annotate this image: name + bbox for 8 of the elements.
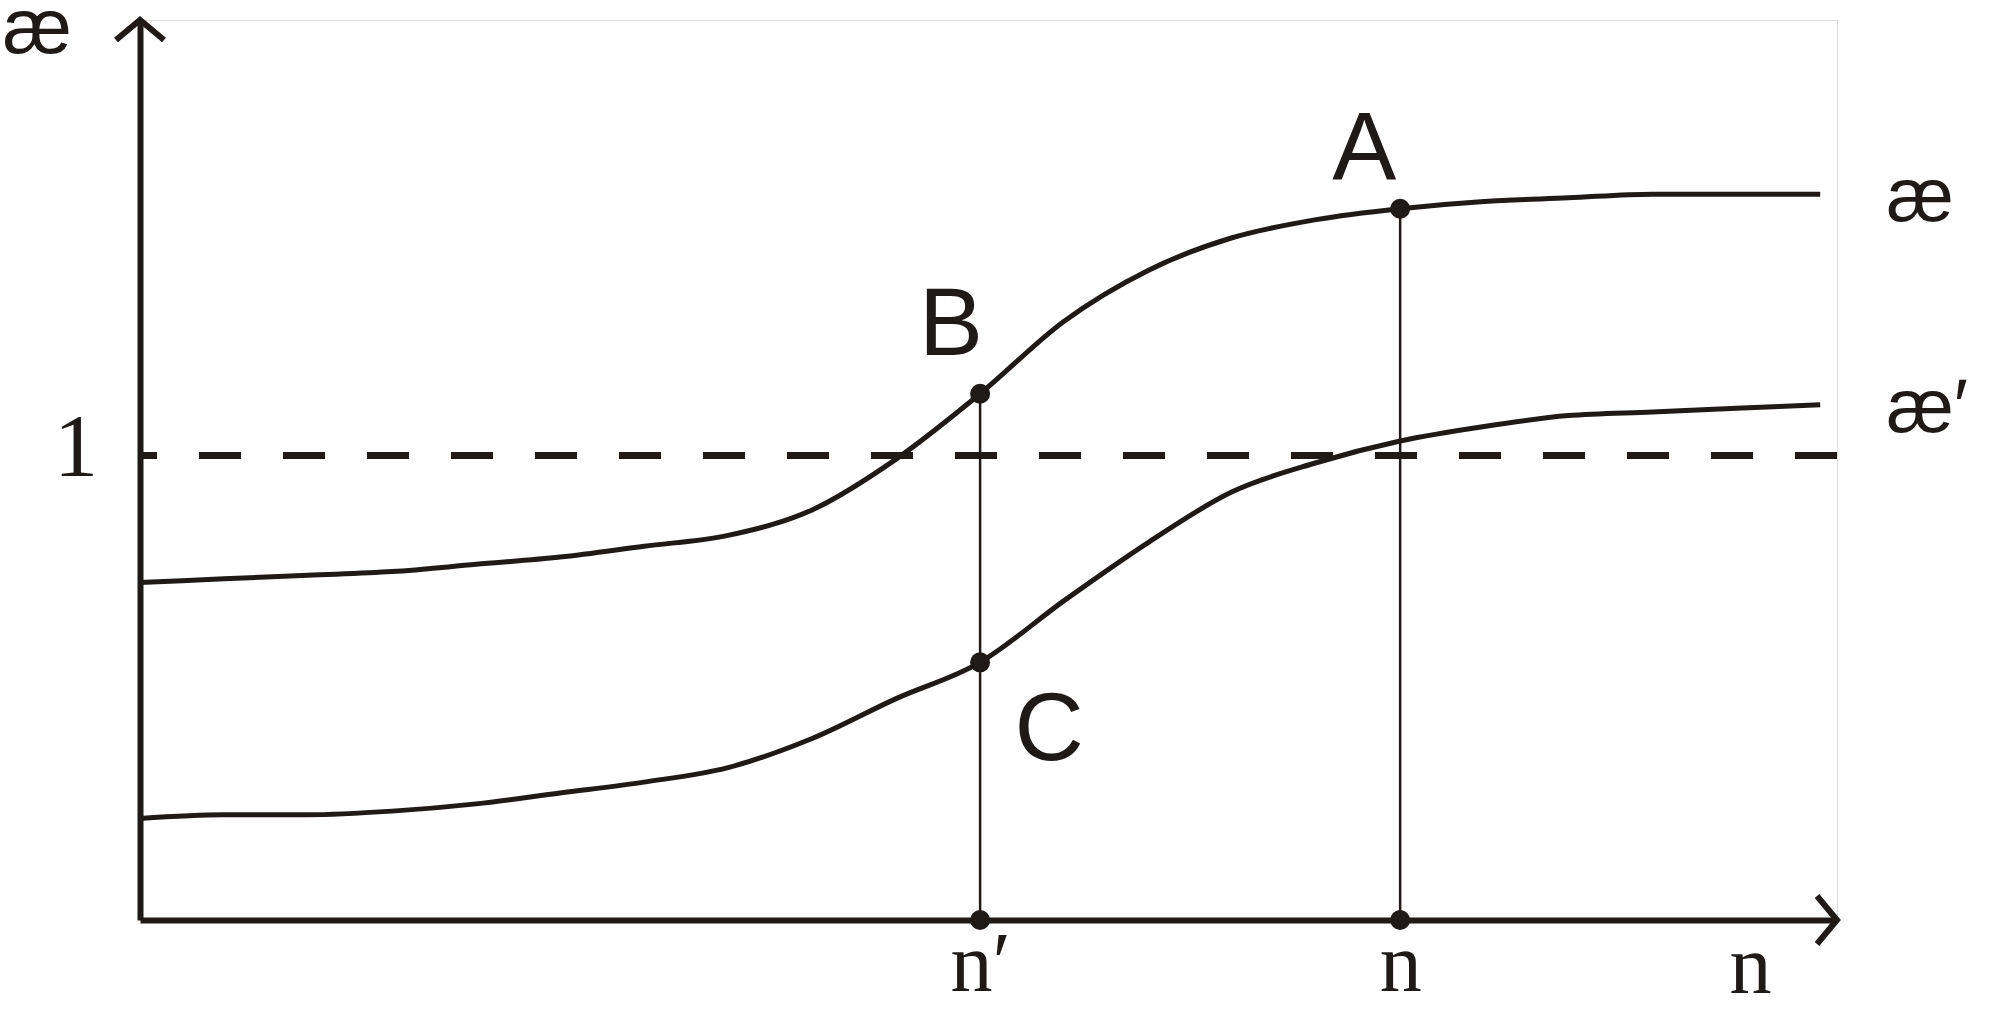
y-axis-title: æ bbox=[1886, 152, 1954, 238]
ref-line-label: 1 bbox=[54, 397, 98, 495]
annotation: A bbox=[1332, 91, 1397, 199]
series-label: æ′ bbox=[1886, 362, 1969, 448]
annotation: C bbox=[1014, 673, 1084, 781]
legend-label: æ bbox=[2, 0, 72, 70]
annotation: B bbox=[919, 267, 984, 375]
x-tick-label: n′ bbox=[950, 915, 1011, 1009]
